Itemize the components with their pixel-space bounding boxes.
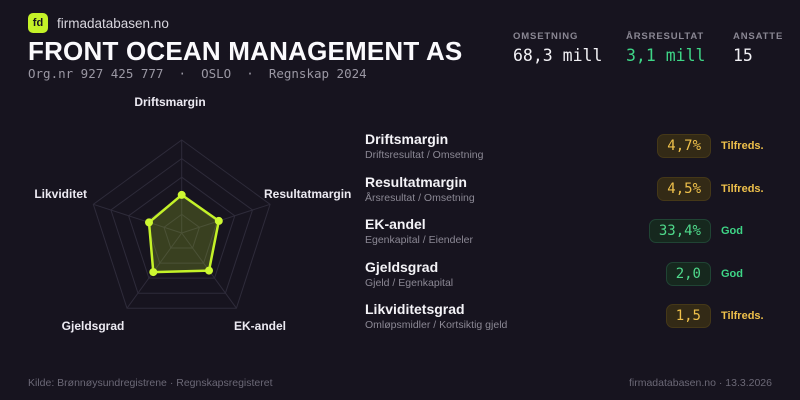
radar-axis-likviditet: Likviditet xyxy=(34,187,87,201)
radar-axis-resultatmargin: Resultatmargin xyxy=(264,187,352,201)
footer-source: Kilde: Brønnøysundregistrene · Regnskaps… xyxy=(28,377,273,389)
brand-link[interactable]: firmadatabasen.no xyxy=(57,15,169,31)
stat-omsetning: OMSETNING 68,3 mill xyxy=(513,31,602,65)
metric-row-resultatmargin: Resultatmargin Årsresultat / Omsetning 4… xyxy=(365,174,777,204)
brand: fd firmadatabasen.no xyxy=(28,13,169,33)
stat-aarsresultat: ÅRSRESULTAT 3,1 mill xyxy=(626,31,705,65)
stat-value: 3,1 mill xyxy=(626,46,706,65)
metric-rating: Tilfreds. xyxy=(721,140,764,152)
metric-name: Driftsmargin xyxy=(365,131,449,147)
stat-ansatte: ANSATTE 15 xyxy=(733,31,783,65)
radar-axis-ek-andel: EK-andel xyxy=(233,319,286,333)
footer-site-link[interactable]: firmadatabasen.no · 13.3.2026 xyxy=(628,377,772,389)
page-title: FRONT OCEAN MANAGEMENT AS xyxy=(28,36,463,66)
metric-formula: Omløpsmidler / Kortsiktig gjeld xyxy=(365,319,508,331)
metric-row-gjeldsgrad: Gjeldsgrad Gjeld / Egenkapital 2,0 God xyxy=(365,259,777,289)
metric-name: Gjeldsgrad xyxy=(365,258,439,275)
metric-value-badge: 4,5% xyxy=(657,176,711,201)
stat-label: ANSATTE xyxy=(733,31,784,42)
metric-name: Likviditetsgrad xyxy=(365,301,465,317)
metric-rating: Tilfreds. xyxy=(721,182,764,195)
metric-formula: Driftsresultat / Omsetning xyxy=(365,149,484,161)
firmadatabasen-logo-icon: fd xyxy=(28,13,48,33)
metric-formula: Årsresultat / Omsetning xyxy=(365,191,475,204)
company-meta: Org.nr 927 425 777 · OSLO · Regnskap 202… xyxy=(28,66,367,81)
metric-rating: God xyxy=(721,225,743,237)
metric-row-ek-andel: EK-andel Egenkapital / Eiendeler 33,4% G… xyxy=(365,216,777,246)
metric-name: EK-andel xyxy=(365,216,426,232)
metric-value-badge: 4,7% xyxy=(657,134,711,158)
metric-value-badge: 1,5 xyxy=(665,304,711,328)
metric-name: Resultatmargin xyxy=(365,173,467,190)
metric-row-driftsmargin: Driftsmargin Driftsresultat / Omsetning … xyxy=(365,131,777,161)
metric-formula: Egenkapital / Eiendeler xyxy=(365,234,473,246)
stat-label: OMSETNING xyxy=(513,31,579,42)
metric-row-likviditetsgrad: Likviditetsgrad Omløpsmidler / Kortsikti… xyxy=(365,301,777,331)
radar-axis-gjeldsgrad: Gjeldsgrad xyxy=(61,319,125,333)
radar-chart xyxy=(92,139,271,309)
metrics-panel: Driftsmargin Driftsresultat / Omsetning … xyxy=(365,131,777,344)
metric-formula: Gjeld / Egenkapital xyxy=(365,276,454,289)
stat-value: 68,3 mill xyxy=(513,46,603,65)
stat-value: 15 xyxy=(733,46,753,65)
metric-value-badge: 2,0 xyxy=(665,261,711,286)
metric-rating: God xyxy=(721,267,743,280)
radar-axis-driftsmargin: Driftsmargin xyxy=(134,95,206,109)
metric-rating: Tilfreds. xyxy=(721,310,764,322)
metric-value-badge: 33,4% xyxy=(648,219,711,243)
stat-label: ÅRSRESULTAT xyxy=(626,31,705,42)
